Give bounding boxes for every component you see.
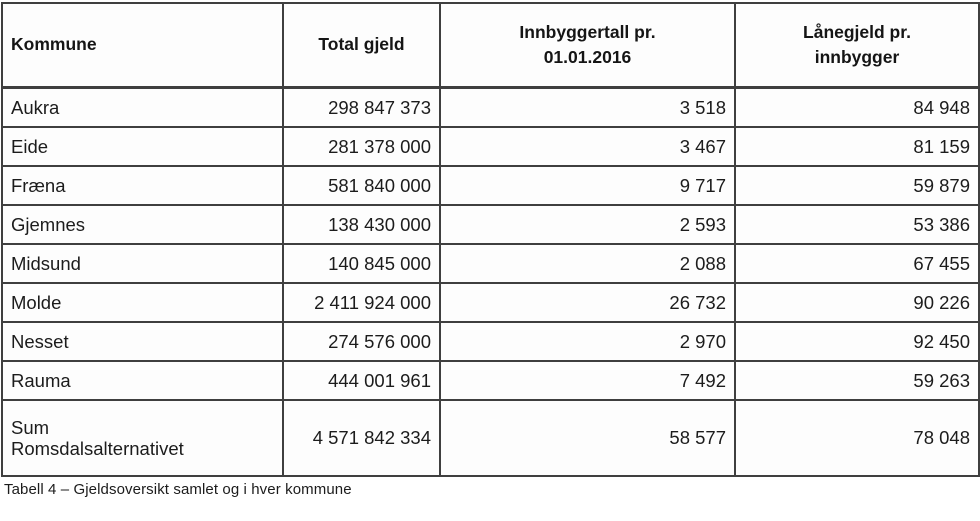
- debt-overview-table: Kommune Total gjeld Innbyggertall pr. 01…: [1, 2, 980, 477]
- cell-total-gjeld: 281 378 000: [282, 126, 441, 167]
- cell-innbyggertall: 7 492: [439, 360, 736, 401]
- cell-kommune: Gjemnes: [1, 204, 284, 245]
- table-row: Nesset 274 576 000 2 970 92 450: [1, 321, 980, 362]
- cell-lanegjeld: 84 948: [734, 86, 980, 128]
- table-row: Molde 2 411 924 000 26 732 90 226: [1, 282, 980, 323]
- column-header-kommune: Kommune: [1, 2, 284, 89]
- cell-lanegjeld: 67 455: [734, 243, 980, 284]
- cell-innbyggertall: 26 732: [439, 282, 736, 323]
- cell-total-gjeld: 4 571 842 334: [282, 399, 441, 477]
- cell-lanegjeld: 92 450: [734, 321, 980, 362]
- cell-kommune: Nesset: [1, 321, 284, 362]
- cell-total-gjeld: 138 430 000: [282, 204, 441, 245]
- column-header-total-gjeld: Total gjeld: [282, 2, 441, 89]
- cell-kommune: Eide: [1, 126, 284, 167]
- cell-lanegjeld: 53 386: [734, 204, 980, 245]
- cell-total-gjeld: 2 411 924 000: [282, 282, 441, 323]
- cell-innbyggertall: 9 717: [439, 165, 736, 206]
- cell-kommune: Aukra: [1, 86, 284, 128]
- table-row: Midsund 140 845 000 2 088 67 455: [1, 243, 980, 284]
- table-row: Fræna 581 840 000 9 717 59 879: [1, 165, 980, 206]
- cell-lanegjeld: 78 048: [734, 399, 980, 477]
- cell-innbyggertall: 2 593: [439, 204, 736, 245]
- cell-kommune: Rauma: [1, 360, 284, 401]
- cell-kommune: Fræna: [1, 165, 284, 206]
- cell-innbyggertall: 3 467: [439, 126, 736, 167]
- cell-total-gjeld: 581 840 000: [282, 165, 441, 206]
- cell-lanegjeld: 81 159: [734, 126, 980, 167]
- table-row-sum: Sum Romsdalsalternativet 4 571 842 334 5…: [1, 399, 980, 477]
- cell-total-gjeld: 274 576 000: [282, 321, 441, 362]
- table-caption: Tabell 4 – Gjeldsoversikt samlet og i hv…: [4, 481, 352, 498]
- cell-innbyggertall: 58 577: [439, 399, 736, 477]
- column-header-innbyggertall: Innbyggertall pr. 01.01.2016: [439, 2, 736, 89]
- cell-kommune: Midsund: [1, 243, 284, 284]
- table-row: Gjemnes 138 430 000 2 593 53 386: [1, 204, 980, 245]
- table-row: Aukra 298 847 373 3 518 84 948: [1, 86, 980, 128]
- cell-innbyggertall: 2 970: [439, 321, 736, 362]
- cell-total-gjeld: 140 845 000: [282, 243, 441, 284]
- cell-lanegjeld: 90 226: [734, 282, 980, 323]
- table-row: Eide 281 378 000 3 467 81 159: [1, 126, 980, 167]
- cell-innbyggertall: 3 518: [439, 86, 736, 128]
- cell-lanegjeld: 59 263: [734, 360, 980, 401]
- cell-innbyggertall: 2 088: [439, 243, 736, 284]
- cell-kommune: Sum Romsdalsalternativet: [1, 399, 284, 477]
- column-header-lanegjeld: Lånegjeld pr. innbygger: [734, 2, 980, 89]
- cell-lanegjeld: 59 879: [734, 165, 980, 206]
- cell-total-gjeld: 298 847 373: [282, 86, 441, 128]
- cell-kommune: Molde: [1, 282, 284, 323]
- cell-total-gjeld: 444 001 961: [282, 360, 441, 401]
- header-row: Kommune Total gjeld Innbyggertall pr. 01…: [1, 2, 980, 89]
- table-row: Rauma 444 001 961 7 492 59 263: [1, 360, 980, 401]
